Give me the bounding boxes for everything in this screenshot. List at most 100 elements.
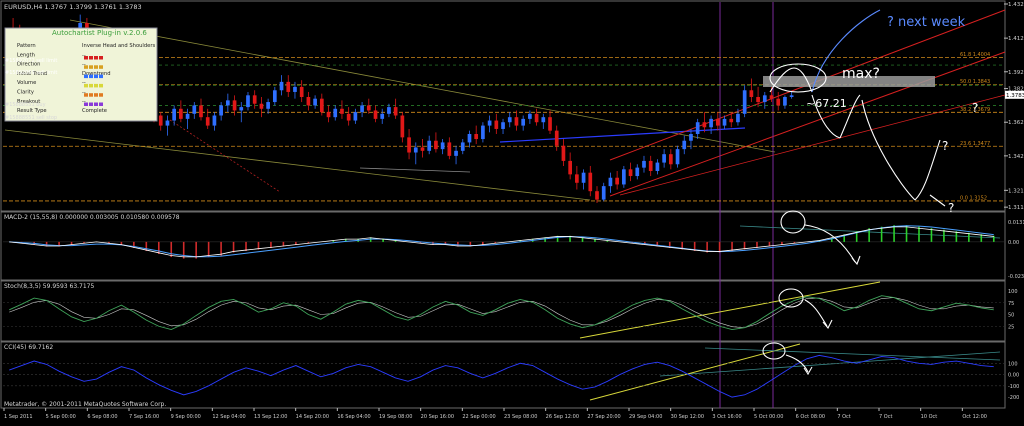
candle-body — [568, 160, 572, 175]
arc-1 — [769, 67, 813, 93]
circle-stoch — [778, 288, 804, 308]
time-tick-label: 16 Sep 04:00 — [337, 414, 370, 420]
cci-arrowhead — [803, 366, 813, 376]
candle-body — [682, 140, 687, 150]
stoch-pane-frame — [0, 280, 1006, 342]
candle-body — [172, 108, 176, 121]
candle-body — [689, 134, 693, 141]
time-tick-label: 22 Sep 00:00 — [462, 414, 495, 420]
candle-body — [548, 117, 552, 131]
panel-swatch — [99, 65, 103, 69]
panel-swatch — [94, 65, 98, 69]
time-tick-label: Oct 12:00 — [962, 414, 987, 420]
panel-swatch — [89, 65, 93, 69]
candle-body — [259, 103, 264, 109]
candle-body — [205, 117, 210, 126]
resistance-zone — [763, 76, 935, 87]
panel-field-label: Volume — [17, 80, 36, 86]
candle-body — [756, 97, 760, 103]
panel-swatch — [94, 102, 98, 106]
candle-body — [467, 134, 472, 143]
macd-indicator: 0.0131 0.00 -0.0238 — [3, 220, 1024, 280]
panel-field-value: -- — [82, 80, 86, 86]
time-tick-label: 10 Oct — [921, 414, 938, 420]
question-mark-1: ? — [972, 101, 978, 115]
order-label: #15892072 sell limit — [5, 58, 57, 64]
fib-label: 0.0 1.3152 — [960, 195, 987, 201]
panel-swatch — [94, 93, 98, 97]
price-tick-label: 1.3420 — [1008, 154, 1024, 160]
panel-field-value: -- — [82, 90, 86, 96]
candle-body — [628, 169, 633, 177]
candle-body — [440, 142, 445, 150]
falling-trendline — [69, 19, 776, 153]
candle-body — [226, 100, 230, 106]
panel-field-value: -- — [82, 52, 86, 58]
candle-body — [346, 113, 351, 121]
cci-title: CCI(45) 69.7162 — [4, 344, 53, 351]
time-tick-label: 20 Sep 16:00 — [421, 414, 454, 420]
time-tick-label: 30 Sep 12:00 — [671, 414, 704, 420]
candle-body — [554, 130, 559, 146]
candle-body — [293, 86, 297, 92]
candle-body — [380, 113, 385, 119]
candle-body — [360, 105, 364, 113]
price-axis: 1.4323 1.4120 1.3920 1.3820 1.3620 1.3420 1.32… — [1004, 2, 1024, 211]
autochartist-panel[interactable]: Autochartist Plug-in v.2.0.6 Pattern Inve… — [4, 27, 158, 122]
candle-body — [326, 112, 331, 118]
candle-body — [266, 102, 270, 109]
panel-swatches — [84, 56, 103, 106]
panel-fields: Pattern Inverse Head and Shoulders Length -… — [17, 43, 155, 114]
candle-body — [427, 140, 432, 151]
stoch-arrowhead — [822, 319, 833, 329]
candle-body — [581, 172, 586, 183]
candle-body — [333, 108, 338, 118]
stoch-flat-line — [659, 351, 1001, 377]
stoch-tick-label: 25 — [1008, 324, 1014, 330]
candle-body — [608, 177, 613, 187]
candle-body — [541, 117, 546, 123]
candle-body — [319, 98, 324, 113]
candle-body — [219, 105, 223, 116]
order-label: #15892069 sell limit — [5, 70, 57, 76]
price-tick-label: 1.3215 — [1008, 188, 1024, 194]
candle-body — [447, 142, 452, 156]
stoch-arrow — [804, 299, 828, 327]
lower-trendline — [4, 129, 591, 201]
panel-title: Autochartist Plug-in v.2.0.6 — [52, 29, 147, 37]
candle-body — [749, 90, 754, 98]
macd-main-line — [9, 226, 994, 258]
candle-body — [601, 186, 606, 200]
price-tick-label: 1.3115 — [1008, 205, 1024, 211]
macd-pane-frame — [0, 211, 1006, 281]
macd-tick-label: 0.00 — [1008, 240, 1019, 246]
cci-line — [9, 354, 994, 398]
time-tick-label: 14 Sep 20:00 — [296, 414, 329, 420]
candle-body — [783, 97, 787, 106]
candle-body — [642, 160, 646, 168]
stoch-tick-label: 75 — [1008, 301, 1014, 307]
order-labels: #15892072 sell limit #15892069 sell limit… — [5, 58, 57, 121]
symbol-caption: EURUSD,H4 1.3767 1.3799 1.3761 1.3783 — [4, 3, 142, 11]
candle-body — [695, 122, 700, 135]
stoch-main-line — [9, 295, 994, 331]
panel-swatch — [84, 83, 88, 88]
candle-body — [521, 118, 526, 126]
time-tick-label: 26 Sep 12:00 — [546, 414, 579, 420]
panel-swatch — [84, 102, 88, 106]
stoch-tick-label: 100 — [1008, 289, 1018, 295]
candle-body — [648, 160, 653, 172]
candle-body — [635, 167, 640, 177]
candle-body — [762, 95, 767, 103]
candle-body — [460, 142, 465, 151]
candle-body — [387, 107, 391, 114]
time-tick-label: 13 Sep 12:00 — [254, 414, 287, 420]
candle-body — [185, 113, 190, 119]
candle-body — [776, 98, 781, 106]
candle-body — [742, 90, 747, 114]
time-tick-label: 9 Sep 00:00 — [171, 414, 201, 420]
candle-body — [252, 95, 257, 104]
candle-body — [434, 140, 438, 150]
